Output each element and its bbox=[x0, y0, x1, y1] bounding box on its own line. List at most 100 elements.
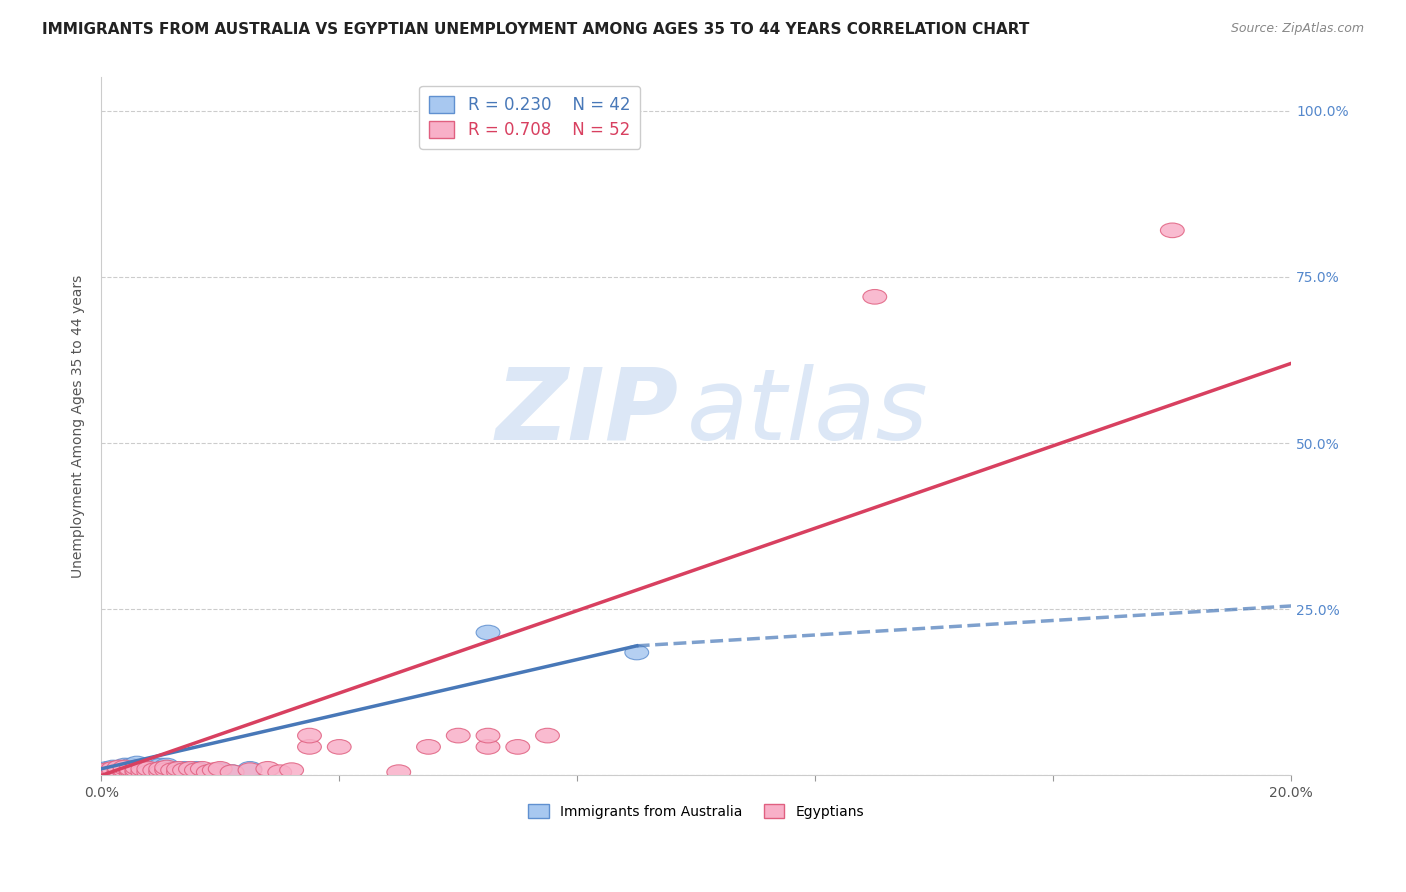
Ellipse shape bbox=[112, 763, 136, 778]
Ellipse shape bbox=[155, 760, 179, 775]
Ellipse shape bbox=[143, 763, 167, 778]
Ellipse shape bbox=[149, 758, 173, 772]
Ellipse shape bbox=[107, 763, 131, 778]
Text: IMMIGRANTS FROM AUSTRALIA VS EGYPTIAN UNEMPLOYMENT AMONG AGES 35 TO 44 YEARS COR: IMMIGRANTS FROM AUSTRALIA VS EGYPTIAN UN… bbox=[42, 22, 1029, 37]
Ellipse shape bbox=[143, 763, 167, 778]
Ellipse shape bbox=[125, 764, 149, 780]
Ellipse shape bbox=[112, 763, 136, 778]
Legend: Immigrants from Australia, Egyptians: Immigrants from Australia, Egyptians bbox=[523, 798, 870, 824]
Ellipse shape bbox=[125, 763, 149, 778]
Ellipse shape bbox=[112, 762, 136, 776]
Ellipse shape bbox=[125, 760, 149, 775]
Ellipse shape bbox=[120, 764, 143, 780]
Ellipse shape bbox=[96, 763, 120, 778]
Ellipse shape bbox=[202, 763, 226, 778]
Text: Source: ZipAtlas.com: Source: ZipAtlas.com bbox=[1230, 22, 1364, 36]
Ellipse shape bbox=[160, 762, 184, 776]
Ellipse shape bbox=[112, 764, 136, 780]
Ellipse shape bbox=[120, 758, 143, 772]
Ellipse shape bbox=[298, 728, 322, 743]
Ellipse shape bbox=[131, 763, 155, 778]
Ellipse shape bbox=[101, 762, 125, 776]
Ellipse shape bbox=[1160, 223, 1184, 237]
Ellipse shape bbox=[221, 764, 245, 780]
Ellipse shape bbox=[107, 760, 131, 775]
Ellipse shape bbox=[298, 739, 322, 755]
Ellipse shape bbox=[387, 764, 411, 780]
Ellipse shape bbox=[125, 763, 149, 778]
Ellipse shape bbox=[173, 762, 197, 776]
Ellipse shape bbox=[167, 762, 190, 776]
Ellipse shape bbox=[125, 760, 149, 775]
Ellipse shape bbox=[107, 763, 131, 778]
Ellipse shape bbox=[328, 739, 352, 755]
Ellipse shape bbox=[131, 764, 155, 780]
Ellipse shape bbox=[208, 762, 232, 776]
Ellipse shape bbox=[101, 764, 125, 780]
Ellipse shape bbox=[120, 762, 143, 776]
Ellipse shape bbox=[238, 762, 262, 776]
Ellipse shape bbox=[197, 764, 221, 780]
Ellipse shape bbox=[506, 739, 530, 755]
Text: atlas: atlas bbox=[686, 364, 928, 461]
Ellipse shape bbox=[624, 645, 648, 660]
Ellipse shape bbox=[863, 290, 887, 304]
Ellipse shape bbox=[112, 760, 136, 775]
Ellipse shape bbox=[136, 763, 160, 778]
Ellipse shape bbox=[96, 762, 120, 776]
Ellipse shape bbox=[120, 763, 143, 778]
Ellipse shape bbox=[256, 762, 280, 776]
Ellipse shape bbox=[179, 762, 202, 776]
Y-axis label: Unemployment Among Ages 35 to 44 years: Unemployment Among Ages 35 to 44 years bbox=[72, 275, 86, 578]
Ellipse shape bbox=[190, 762, 214, 776]
Ellipse shape bbox=[120, 764, 143, 780]
Ellipse shape bbox=[131, 762, 155, 776]
Ellipse shape bbox=[280, 763, 304, 778]
Ellipse shape bbox=[184, 763, 208, 778]
Ellipse shape bbox=[208, 763, 232, 778]
Ellipse shape bbox=[136, 764, 160, 780]
Ellipse shape bbox=[416, 739, 440, 755]
Ellipse shape bbox=[107, 764, 131, 780]
Ellipse shape bbox=[179, 763, 202, 778]
Ellipse shape bbox=[131, 764, 155, 780]
Ellipse shape bbox=[149, 762, 173, 776]
Ellipse shape bbox=[112, 764, 136, 780]
Ellipse shape bbox=[221, 764, 245, 780]
Ellipse shape bbox=[477, 728, 501, 743]
Ellipse shape bbox=[107, 760, 131, 775]
Ellipse shape bbox=[184, 762, 208, 776]
Ellipse shape bbox=[477, 625, 501, 640]
Ellipse shape bbox=[96, 764, 120, 780]
Ellipse shape bbox=[125, 764, 149, 780]
Text: ZIP: ZIP bbox=[495, 364, 679, 461]
Ellipse shape bbox=[143, 758, 167, 772]
Ellipse shape bbox=[101, 764, 125, 780]
Ellipse shape bbox=[136, 762, 160, 776]
Ellipse shape bbox=[136, 760, 160, 775]
Ellipse shape bbox=[101, 760, 125, 775]
Ellipse shape bbox=[536, 728, 560, 743]
Ellipse shape bbox=[155, 758, 179, 772]
Ellipse shape bbox=[267, 764, 291, 780]
Ellipse shape bbox=[197, 764, 221, 780]
Ellipse shape bbox=[477, 739, 501, 755]
Ellipse shape bbox=[155, 762, 179, 776]
Ellipse shape bbox=[101, 763, 125, 778]
Ellipse shape bbox=[96, 764, 120, 780]
Ellipse shape bbox=[167, 763, 190, 778]
Ellipse shape bbox=[167, 764, 190, 780]
Ellipse shape bbox=[160, 763, 184, 778]
Ellipse shape bbox=[155, 763, 179, 778]
Ellipse shape bbox=[131, 760, 155, 775]
Ellipse shape bbox=[125, 756, 149, 771]
Ellipse shape bbox=[107, 764, 131, 780]
Ellipse shape bbox=[173, 763, 197, 778]
Ellipse shape bbox=[120, 763, 143, 778]
Ellipse shape bbox=[446, 728, 470, 743]
Ellipse shape bbox=[149, 764, 173, 780]
Ellipse shape bbox=[149, 762, 173, 776]
Ellipse shape bbox=[120, 762, 143, 776]
Ellipse shape bbox=[238, 763, 262, 778]
Ellipse shape bbox=[112, 758, 136, 772]
